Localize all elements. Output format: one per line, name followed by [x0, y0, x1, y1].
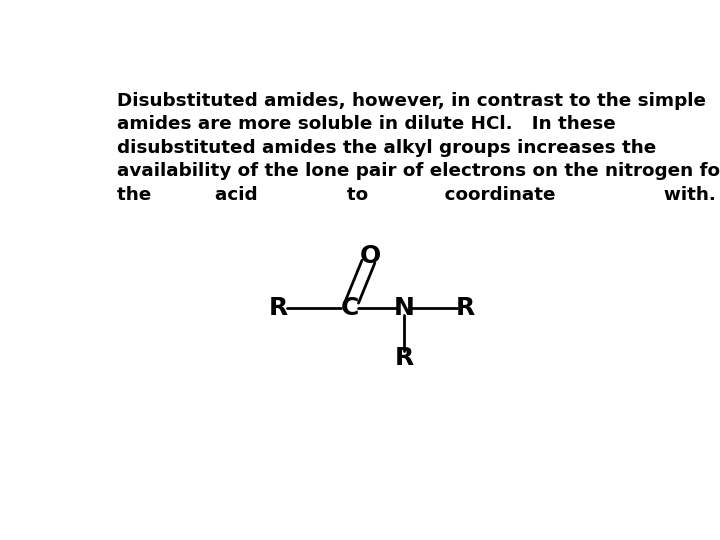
Text: availability of the lone pair of electrons on the nitrogen for: availability of the lone pair of electro…: [117, 163, 720, 180]
Text: R: R: [456, 296, 475, 320]
Text: R: R: [269, 296, 288, 320]
Text: C: C: [341, 296, 359, 320]
Text: Disubstituted amides, however, in contrast to the simple: Disubstituted amides, however, in contra…: [117, 92, 706, 110]
Text: the          acid              to            coordinate                 with.: the acid to coordinate with.: [117, 186, 716, 204]
Text: disubstituted amides the alkyl groups increases the: disubstituted amides the alkyl groups in…: [117, 139, 656, 157]
Text: R: R: [395, 346, 413, 370]
Text: N: N: [394, 296, 415, 320]
Text: amides are more soluble in dilute HCl.   In these: amides are more soluble in dilute HCl. I…: [117, 116, 616, 133]
Text: O: O: [360, 244, 382, 268]
